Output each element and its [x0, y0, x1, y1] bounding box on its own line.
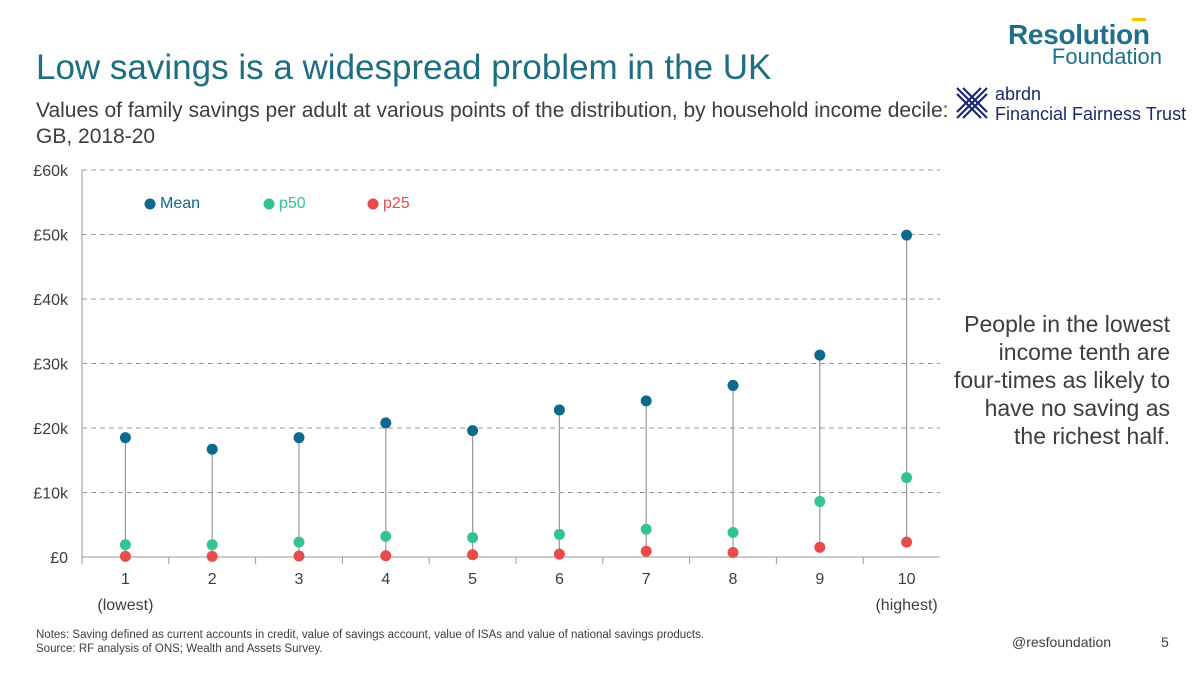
mean-point [553, 404, 565, 416]
x-tick-label: 9 [815, 571, 824, 588]
x-tick-label: 8 [729, 571, 738, 588]
p25-point [380, 550, 392, 562]
legend-marker [263, 198, 275, 210]
y-tick-label: £20k [33, 421, 69, 438]
p25-point [206, 550, 218, 562]
legend-marker [144, 198, 156, 210]
p50-point [380, 530, 392, 542]
p25-point [119, 550, 131, 562]
p50-point [467, 532, 479, 544]
x-tick-label: 6 [555, 571, 564, 588]
p25-point [640, 545, 652, 557]
data-points [119, 229, 913, 562]
mean-point [640, 395, 652, 407]
p25-point [901, 536, 913, 548]
p50-point [293, 536, 305, 548]
source-line: Source: RF analysis of ONS; Wealth and A… [36, 643, 323, 655]
logo-rf-sub: Foundation [1051, 44, 1162, 69]
abrdn-mark-icon [956, 87, 988, 119]
legend-label: Mean [160, 195, 200, 212]
page-number: 5 [1161, 634, 1169, 650]
page-subtitle: Values of family savings per adult at va… [36, 99, 949, 148]
y-tick-label: £40k [33, 292, 69, 309]
grid-lines [82, 169, 940, 493]
mean-point [119, 432, 131, 444]
p50-point [553, 528, 565, 540]
mean-point [467, 425, 479, 437]
chart-legend: Mean p50 p25 [144, 195, 410, 212]
logo-accent-mark [1132, 18, 1146, 21]
abrdn-logo: abrdn Financial Fairness Trust [955, 84, 1195, 126]
y-tick-label: £50k [33, 228, 69, 245]
p50-point [640, 523, 652, 535]
p50-point [901, 472, 913, 484]
p50-point [119, 539, 131, 551]
y-tick-label: £10k [33, 486, 69, 503]
chart-notes: Notes: Saving defined as current account… [36, 628, 704, 656]
x-tick-label: 2 [208, 571, 217, 588]
y-tick-label: £30k [33, 357, 69, 374]
p25-point [467, 549, 479, 561]
axes: £0 £10k £20k £30k £40k £50k £60k 1 (lowest) 2 3 4 5 6… [33, 163, 940, 614]
logo-rf-name-text: Resolution [1008, 19, 1150, 50]
x-tick-label: 1 [121, 571, 130, 588]
mean-point [380, 417, 392, 429]
x-tick-label: 4 [381, 571, 390, 588]
x-tick-sublabel: (highest) [875, 597, 937, 614]
x-tick-sublabel: (lowest) [97, 597, 153, 614]
mean-point [293, 432, 305, 444]
page-title: Low savings is a widespread problem in t… [36, 48, 772, 87]
mean-point [814, 349, 826, 361]
savings-chart: £0 £10k £20k £30k £40k £50k £60k 1 (lowest) 2 3 4 5 6… [33, 163, 940, 614]
p50-point [206, 539, 218, 551]
p25-point [814, 541, 826, 553]
legend-label: p25 [383, 195, 410, 212]
p50-point [814, 496, 826, 508]
notes-line: Notes: Saving defined as current account… [36, 629, 705, 641]
y-tick-label: £0 [50, 550, 68, 567]
range-stems [124, 235, 908, 557]
abrdn-name: abrdn [995, 84, 1042, 104]
p50-point [727, 526, 739, 538]
x-tick-label: 7 [642, 571, 651, 588]
twitter-handle: @resfoundation [1012, 634, 1112, 650]
x-tick-label: 3 [295, 571, 304, 588]
p25-point [553, 548, 565, 560]
p25-point [727, 546, 739, 558]
mean-point [206, 443, 218, 455]
abrdn-trust-name: Financial Fairness Trust [995, 104, 1187, 124]
legend-marker [367, 198, 379, 210]
x-tick-label: 5 [468, 571, 477, 588]
logo-rf-name: Resolution [1008, 18, 1168, 50]
callout-text: People in the lowest income tenth are fo… [953, 311, 1170, 449]
p25-point [293, 550, 305, 562]
resolution-foundation-logo: Resolution Foundation [1008, 18, 1168, 69]
x-tick-label: 10 [898, 571, 916, 588]
legend-label: p50 [279, 195, 306, 212]
mean-point [727, 379, 739, 391]
mean-point [901, 229, 913, 241]
y-tick-label: £60k [33, 163, 69, 180]
